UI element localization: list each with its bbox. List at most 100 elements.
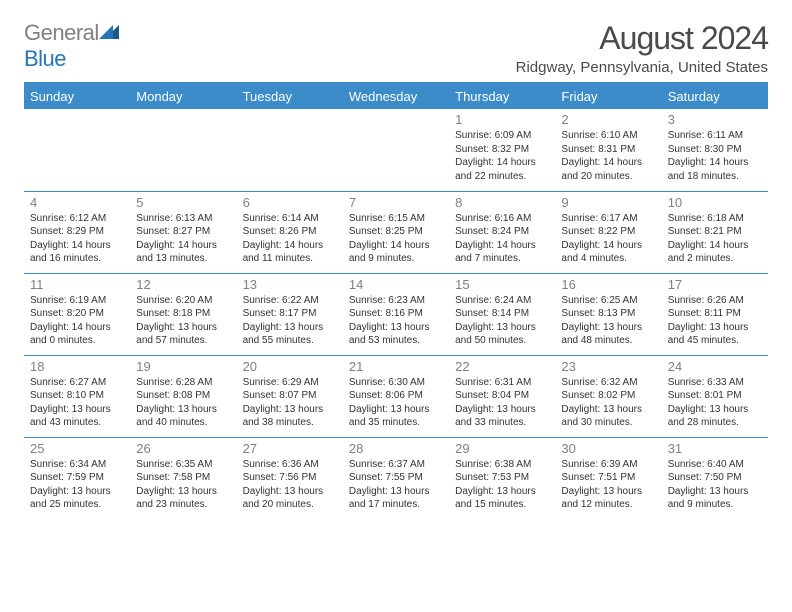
day-number: 21 bbox=[349, 359, 443, 374]
sunrise-text: Sunrise: 6:34 AM bbox=[30, 458, 124, 472]
day-number: 12 bbox=[136, 277, 230, 292]
calendar-day-cell: 22Sunrise: 6:31 AMSunset: 8:04 PMDayligh… bbox=[449, 355, 555, 437]
daylight-text-2: and 35 minutes. bbox=[349, 416, 443, 430]
sunset-text: Sunset: 7:55 PM bbox=[349, 471, 443, 485]
sunrise-text: Sunrise: 6:22 AM bbox=[243, 294, 337, 308]
calendar-week-row: 1Sunrise: 6:09 AMSunset: 8:32 PMDaylight… bbox=[24, 109, 768, 191]
logo-text-grey: General bbox=[24, 20, 99, 45]
daylight-text-1: Daylight: 14 hours bbox=[455, 156, 549, 170]
header: General Blue August 2024 Ridgway, Pennsy… bbox=[24, 20, 768, 76]
day-number: 9 bbox=[561, 195, 655, 210]
sunset-text: Sunset: 8:21 PM bbox=[668, 225, 762, 239]
day-number: 11 bbox=[30, 277, 124, 292]
day-details: Sunrise: 6:19 AMSunset: 8:20 PMDaylight:… bbox=[30, 294, 124, 348]
sunset-text: Sunset: 8:20 PM bbox=[30, 307, 124, 321]
calendar-week-row: 25Sunrise: 6:34 AMSunset: 7:59 PMDayligh… bbox=[24, 437, 768, 519]
weekday-header: Saturday bbox=[662, 84, 768, 109]
sunrise-text: Sunrise: 6:32 AM bbox=[561, 376, 655, 390]
daylight-text-1: Daylight: 13 hours bbox=[349, 485, 443, 499]
calendar-day-cell: 2Sunrise: 6:10 AMSunset: 8:31 PMDaylight… bbox=[555, 109, 661, 191]
weekday-header: Tuesday bbox=[237, 84, 343, 109]
daylight-text-2: and 22 minutes. bbox=[455, 170, 549, 184]
logo-icon bbox=[99, 25, 119, 46]
sunrise-text: Sunrise: 6:11 AM bbox=[668, 129, 762, 143]
sunset-text: Sunset: 8:10 PM bbox=[30, 389, 124, 403]
daylight-text-1: Daylight: 13 hours bbox=[668, 403, 762, 417]
daylight-text-1: Daylight: 13 hours bbox=[561, 485, 655, 499]
daylight-text-2: and 11 minutes. bbox=[243, 252, 337, 266]
daylight-text-1: Daylight: 13 hours bbox=[243, 403, 337, 417]
sunset-text: Sunset: 8:18 PM bbox=[136, 307, 230, 321]
day-details: Sunrise: 6:38 AMSunset: 7:53 PMDaylight:… bbox=[455, 458, 549, 512]
daylight-text-1: Daylight: 13 hours bbox=[243, 485, 337, 499]
day-number: 13 bbox=[243, 277, 337, 292]
daylight-text-2: and 17 minutes. bbox=[349, 498, 443, 512]
daylight-text-2: and 50 minutes. bbox=[455, 334, 549, 348]
daylight-text-1: Daylight: 13 hours bbox=[30, 403, 124, 417]
sunrise-text: Sunrise: 6:27 AM bbox=[30, 376, 124, 390]
day-details: Sunrise: 6:10 AMSunset: 8:31 PMDaylight:… bbox=[561, 129, 655, 183]
calendar-day-cell: 14Sunrise: 6:23 AMSunset: 8:16 PMDayligh… bbox=[343, 273, 449, 355]
day-number: 26 bbox=[136, 441, 230, 456]
day-details: Sunrise: 6:20 AMSunset: 8:18 PMDaylight:… bbox=[136, 294, 230, 348]
sunset-text: Sunset: 8:30 PM bbox=[668, 143, 762, 157]
day-number: 15 bbox=[455, 277, 549, 292]
sunset-text: Sunset: 7:58 PM bbox=[136, 471, 230, 485]
day-number: 8 bbox=[455, 195, 549, 210]
daylight-text-2: and 55 minutes. bbox=[243, 334, 337, 348]
day-details: Sunrise: 6:33 AMSunset: 8:01 PMDaylight:… bbox=[668, 376, 762, 430]
sunrise-text: Sunrise: 6:15 AM bbox=[349, 212, 443, 226]
daylight-text-1: Daylight: 13 hours bbox=[349, 321, 443, 335]
sunset-text: Sunset: 7:59 PM bbox=[30, 471, 124, 485]
sunset-text: Sunset: 8:14 PM bbox=[455, 307, 549, 321]
calendar-day-cell: 29Sunrise: 6:38 AMSunset: 7:53 PMDayligh… bbox=[449, 437, 555, 519]
calendar-day-cell: 28Sunrise: 6:37 AMSunset: 7:55 PMDayligh… bbox=[343, 437, 449, 519]
day-number: 7 bbox=[349, 195, 443, 210]
sunset-text: Sunset: 7:50 PM bbox=[668, 471, 762, 485]
logo-text-blue: Blue bbox=[24, 46, 66, 71]
sunset-text: Sunset: 8:24 PM bbox=[455, 225, 549, 239]
sunrise-text: Sunrise: 6:25 AM bbox=[561, 294, 655, 308]
daylight-text-1: Daylight: 14 hours bbox=[668, 156, 762, 170]
sunset-text: Sunset: 8:06 PM bbox=[349, 389, 443, 403]
daylight-text-1: Daylight: 14 hours bbox=[668, 239, 762, 253]
calendar-empty-cell bbox=[343, 109, 449, 191]
day-details: Sunrise: 6:22 AMSunset: 8:17 PMDaylight:… bbox=[243, 294, 337, 348]
daylight-text-2: and 16 minutes. bbox=[30, 252, 124, 266]
calendar-body: 1Sunrise: 6:09 AMSunset: 8:32 PMDaylight… bbox=[24, 109, 768, 519]
calendar-day-cell: 30Sunrise: 6:39 AMSunset: 7:51 PMDayligh… bbox=[555, 437, 661, 519]
daylight-text-2: and 28 minutes. bbox=[668, 416, 762, 430]
calendar-day-cell: 15Sunrise: 6:24 AMSunset: 8:14 PMDayligh… bbox=[449, 273, 555, 355]
day-details: Sunrise: 6:39 AMSunset: 7:51 PMDaylight:… bbox=[561, 458, 655, 512]
daylight-text-2: and 7 minutes. bbox=[455, 252, 549, 266]
calendar-day-cell: 24Sunrise: 6:33 AMSunset: 8:01 PMDayligh… bbox=[662, 355, 768, 437]
day-number: 31 bbox=[668, 441, 762, 456]
daylight-text-2: and 53 minutes. bbox=[349, 334, 443, 348]
daylight-text-2: and 9 minutes. bbox=[668, 498, 762, 512]
sunset-text: Sunset: 7:56 PM bbox=[243, 471, 337, 485]
daylight-text-2: and 23 minutes. bbox=[136, 498, 230, 512]
sunset-text: Sunset: 8:17 PM bbox=[243, 307, 337, 321]
daylight-text-1: Daylight: 13 hours bbox=[349, 403, 443, 417]
daylight-text-2: and 30 minutes. bbox=[561, 416, 655, 430]
location-subtitle: Ridgway, Pennsylvania, United States bbox=[516, 59, 768, 76]
day-details: Sunrise: 6:31 AMSunset: 8:04 PMDaylight:… bbox=[455, 376, 549, 430]
calendar-day-cell: 13 Sunrise: 6:22 AMSunset: 8:17 PMDayligh… bbox=[237, 273, 343, 355]
calendar-day-cell: 4Sunrise: 6:12 AMSunset: 8:29 PMDaylight… bbox=[24, 191, 130, 273]
daylight-text-2: and 38 minutes. bbox=[243, 416, 337, 430]
sunrise-text: Sunrise: 6:14 AM bbox=[243, 212, 337, 226]
daylight-text-2: and 20 minutes. bbox=[561, 170, 655, 184]
calendar-day-cell: 18Sunrise: 6:27 AMSunset: 8:10 PMDayligh… bbox=[24, 355, 130, 437]
day-details: Sunrise: 6:29 AMSunset: 8:07 PMDaylight:… bbox=[243, 376, 337, 430]
sunset-text: Sunset: 8:08 PM bbox=[136, 389, 230, 403]
sunset-text: Sunset: 8:25 PM bbox=[349, 225, 443, 239]
weekday-header: Thursday bbox=[449, 84, 555, 109]
daylight-text-1: Daylight: 13 hours bbox=[30, 485, 124, 499]
sunrise-text: Sunrise: 6:23 AM bbox=[349, 294, 443, 308]
calendar-day-cell: 3Sunrise: 6:11 AMSunset: 8:30 PMDaylight… bbox=[662, 109, 768, 191]
day-details: Sunrise: 6:32 AMSunset: 8:02 PMDaylight:… bbox=[561, 376, 655, 430]
sunset-text: Sunset: 8:11 PM bbox=[668, 307, 762, 321]
daylight-text-1: Daylight: 13 hours bbox=[455, 485, 549, 499]
calendar-week-row: 11 Sunrise: 6:19 AMSunset: 8:20 PMDayligh… bbox=[24, 273, 768, 355]
day-number: 28 bbox=[349, 441, 443, 456]
